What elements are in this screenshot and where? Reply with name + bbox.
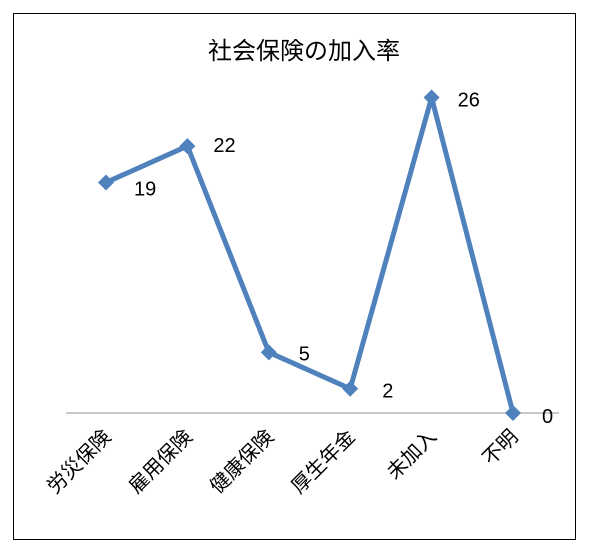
data-point-marker-3	[260, 344, 277, 361]
x-tick-labels-group: 労災保険 雇用保険 健康保険 厚生年金 未加入 不明	[42, 425, 523, 499]
chart-title: 社会保険の加入率	[208, 37, 400, 65]
data-label-3: 5	[299, 343, 310, 365]
data-label-2: 22	[213, 135, 235, 157]
data-point-marker-5	[423, 89, 440, 106]
markers-group	[98, 89, 521, 421]
data-point-marker-6	[505, 405, 521, 421]
x-tick-label-4: 厚生年金	[286, 425, 360, 499]
chart-area: 社会保険の加入率 19 22 5 2 26 0 労災保険 雇用保険 健康保険 厚生年金 未加入 不明	[13, 13, 576, 540]
data-label-5: 26	[458, 90, 480, 112]
x-tick-label-2: 雇用保険	[123, 425, 197, 499]
data-point-marker-4	[342, 380, 359, 397]
x-tick-label-6: 不明	[477, 425, 522, 470]
series-line	[103, 95, 516, 416]
data-label-6: 0	[542, 406, 553, 428]
x-tick-label-3: 健康保険	[205, 425, 279, 499]
x-tick-label-5: 未加入	[382, 425, 441, 484]
data-label-4: 2	[382, 381, 393, 403]
data-point-marker-1	[98, 174, 114, 191]
data-point-marker-2	[179, 138, 196, 155]
x-tick-label-1: 労災保険	[42, 425, 116, 499]
data-label-1: 19	[134, 178, 156, 200]
